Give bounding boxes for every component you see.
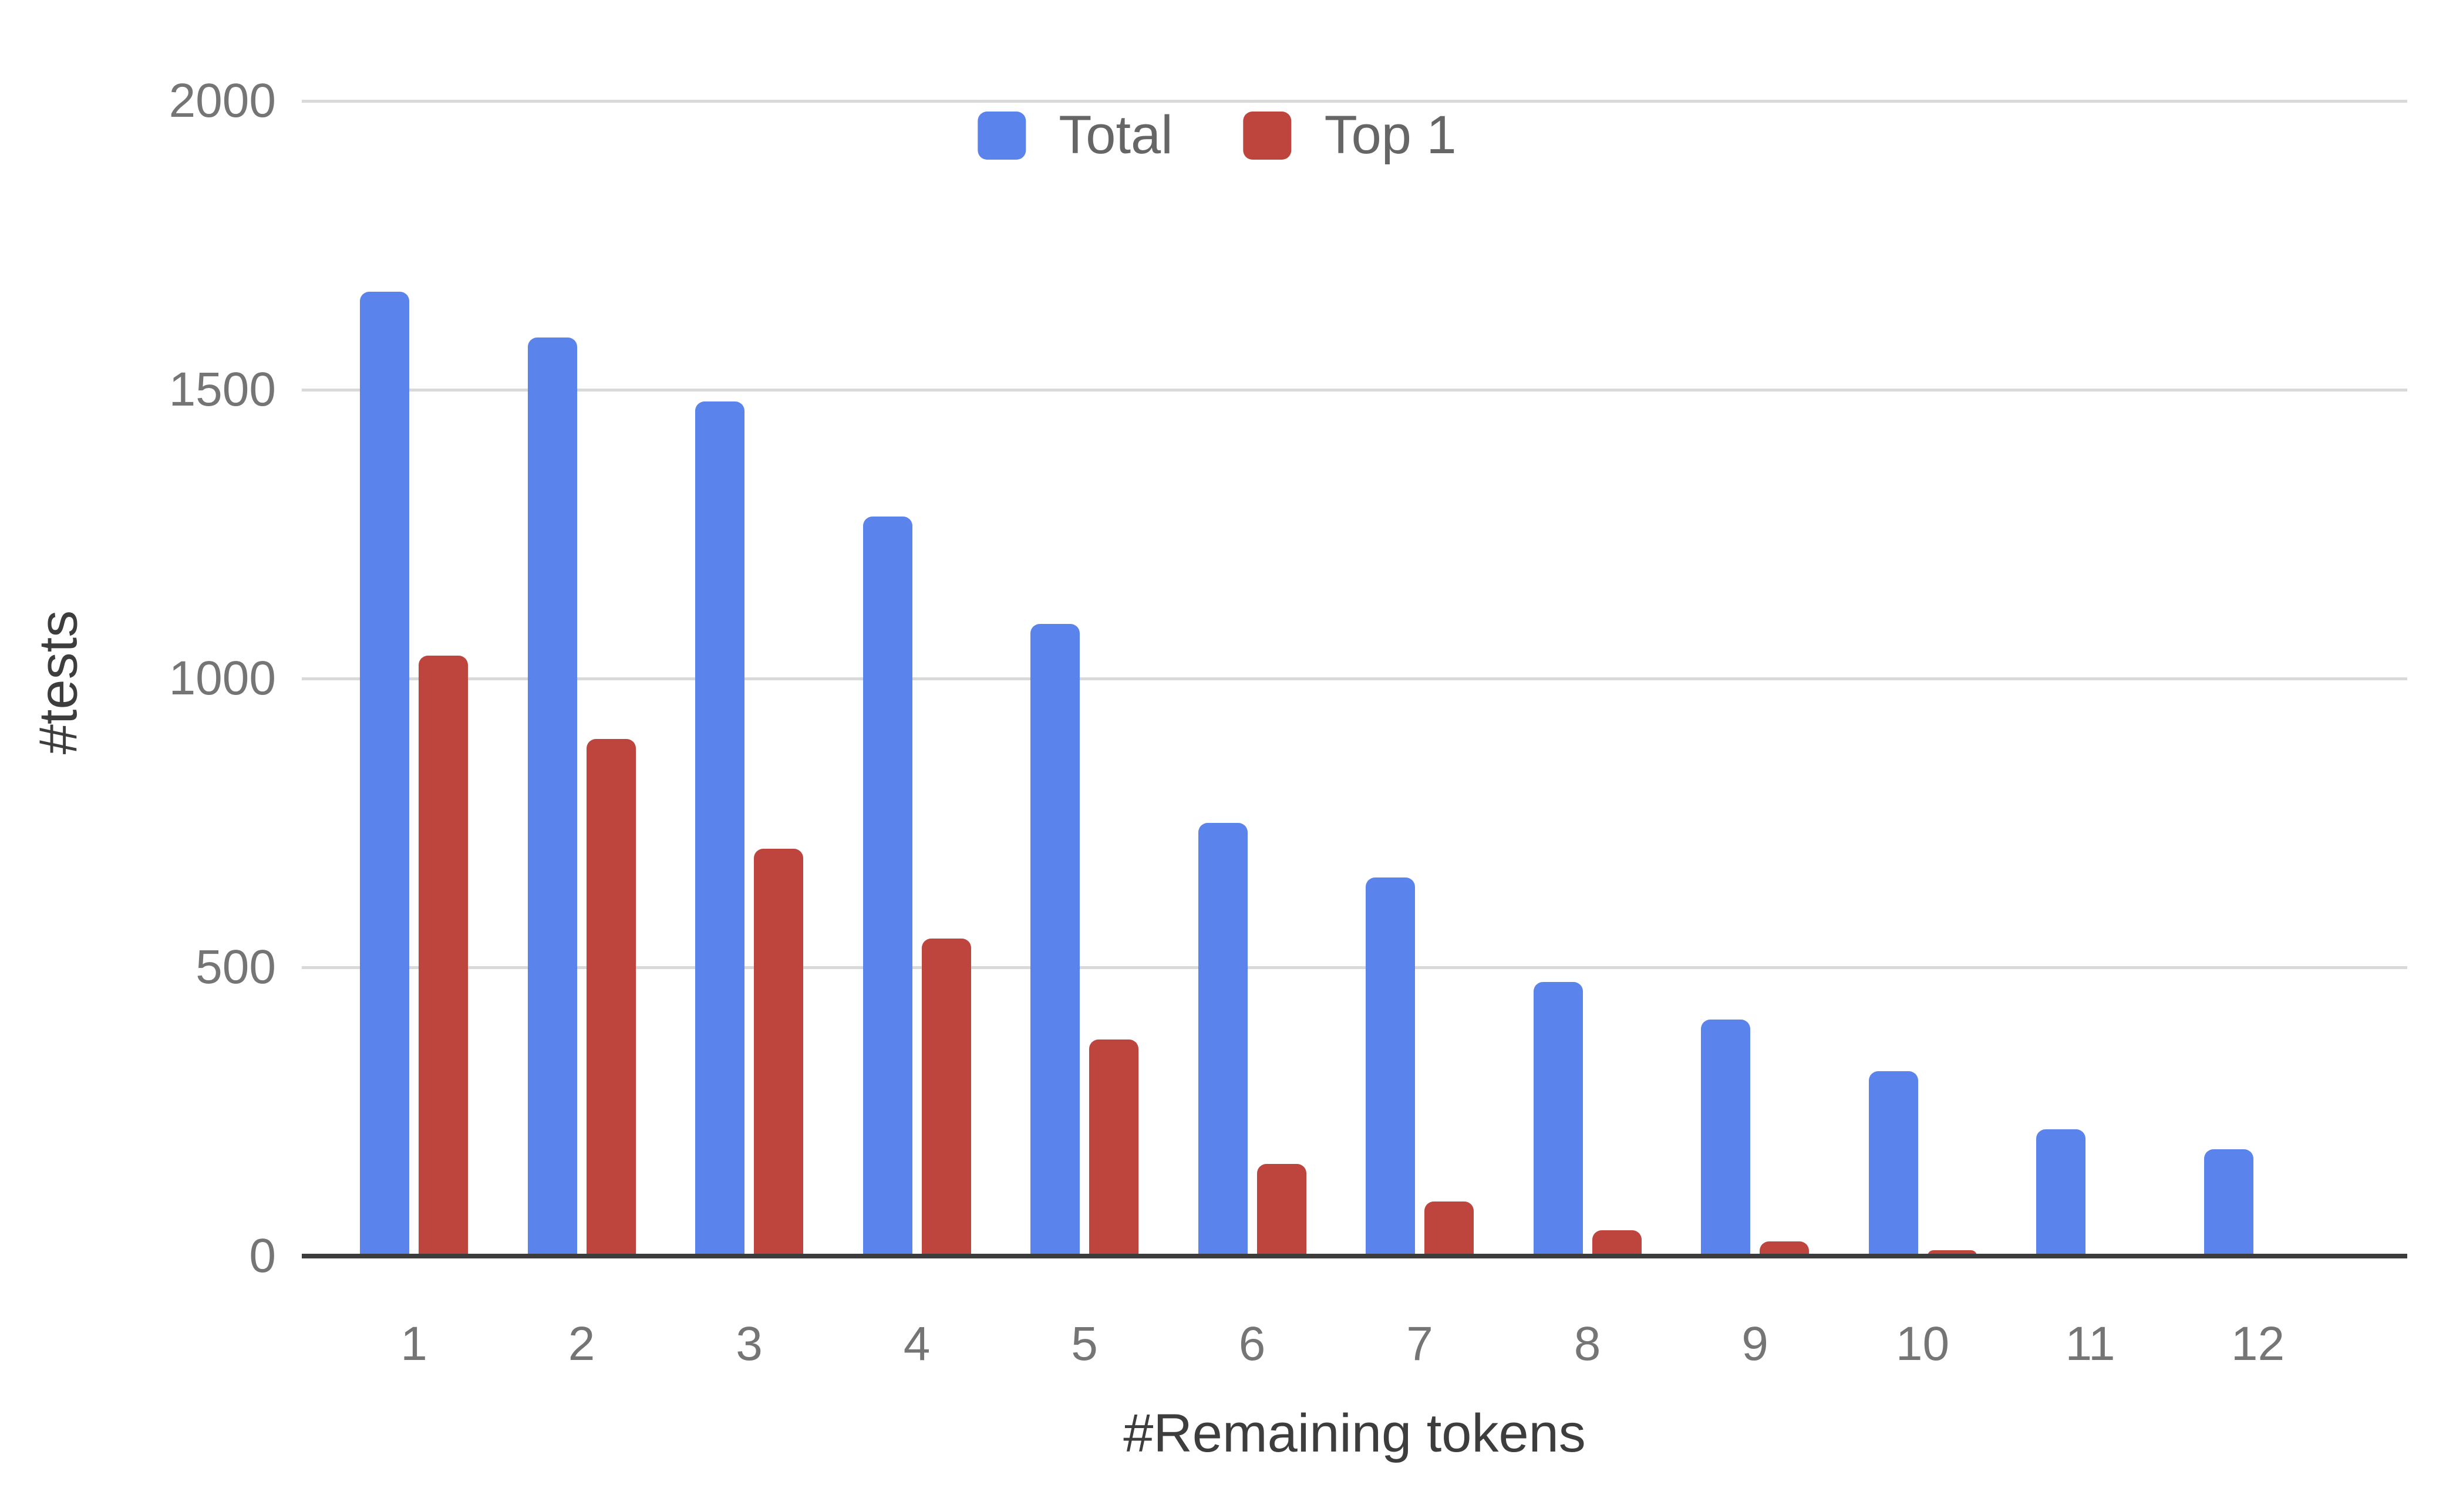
y-tick-label-1000: 1000 [169,652,276,705]
bar-top1-cat6[interactable] [1256,1163,1306,1256]
y-tick-label-1500: 1500 [169,363,276,416]
y-tick-label-2000: 2000 [169,74,276,127]
bar-total-cat5[interactable] [1030,623,1080,1256]
legend-swatch-icon-total [978,111,1026,160]
y-tick-label-0: 0 [249,1229,276,1283]
bar-total-cat12[interactable] [2204,1149,2253,1256]
gridline-2000 [302,99,2407,103]
y-tick-label-500: 500 [196,940,276,994]
bar-total-cat10[interactable] [1868,1071,1918,1256]
bar-total-cat11[interactable] [2036,1129,2085,1256]
bar-total-cat2[interactable] [527,338,577,1256]
x-tick-label-2: 2 [568,1317,595,1371]
x-tick-label-1: 1 [400,1317,427,1371]
legend-item-top1[interactable]: Top 1 [1243,104,1457,166]
x-tick-label-9: 9 [1741,1317,1768,1371]
bar-top1-cat4[interactable] [921,938,971,1256]
x-tick-label-5: 5 [1071,1317,1098,1371]
bar-top1-cat2[interactable] [586,739,636,1256]
legend-item-total[interactable]: Total [978,104,1173,166]
x-tick-label-4: 4 [903,1317,931,1371]
x-tick-label-12: 12 [2231,1317,2285,1371]
x-tick-label-10: 10 [1895,1317,1950,1371]
x-axis-baseline [302,1254,2407,1258]
bar-top1-cat3[interactable] [754,849,803,1256]
x-axis-title: #Remaining tokens [1123,1403,1586,1463]
bar-top1-cat7[interactable] [1424,1201,1474,1256]
bar-total-cat6[interactable] [1198,823,1248,1256]
bar-total-cat3[interactable] [695,401,744,1256]
gridline-500 [302,966,2407,969]
x-tick-label-7: 7 [1406,1317,1433,1371]
x-tick-label-11: 11 [2065,1317,2115,1371]
gridline-1000 [302,677,2407,680]
x-tick-label-3: 3 [736,1317,763,1371]
bar-total-cat8[interactable] [1533,981,1583,1256]
legend-label: Total [1059,105,1173,165]
bar-top1-cat8[interactable] [1592,1230,1642,1256]
bar-total-cat7[interactable] [1366,878,1415,1256]
bar-total-cat9[interactable] [1701,1019,1750,1256]
legend: Total Top 1 [978,104,1457,166]
gridline-1500 [302,388,2407,392]
bar-top1-cat5[interactable] [1089,1040,1138,1256]
legend-swatch-icon-top1 [1243,111,1292,160]
bar-top1-cat9[interactable] [1760,1241,1809,1256]
bar-total-cat1[interactable] [360,291,409,1256]
bar-top1-cat1[interactable] [419,655,468,1256]
bar-total-cat4[interactable] [862,517,912,1256]
x-tick-label-8: 8 [1574,1317,1601,1371]
legend-label: Top 1 [1324,105,1457,165]
x-tick-label-6: 6 [1238,1317,1266,1371]
bar-top1-cat10[interactable] [1927,1250,1977,1256]
